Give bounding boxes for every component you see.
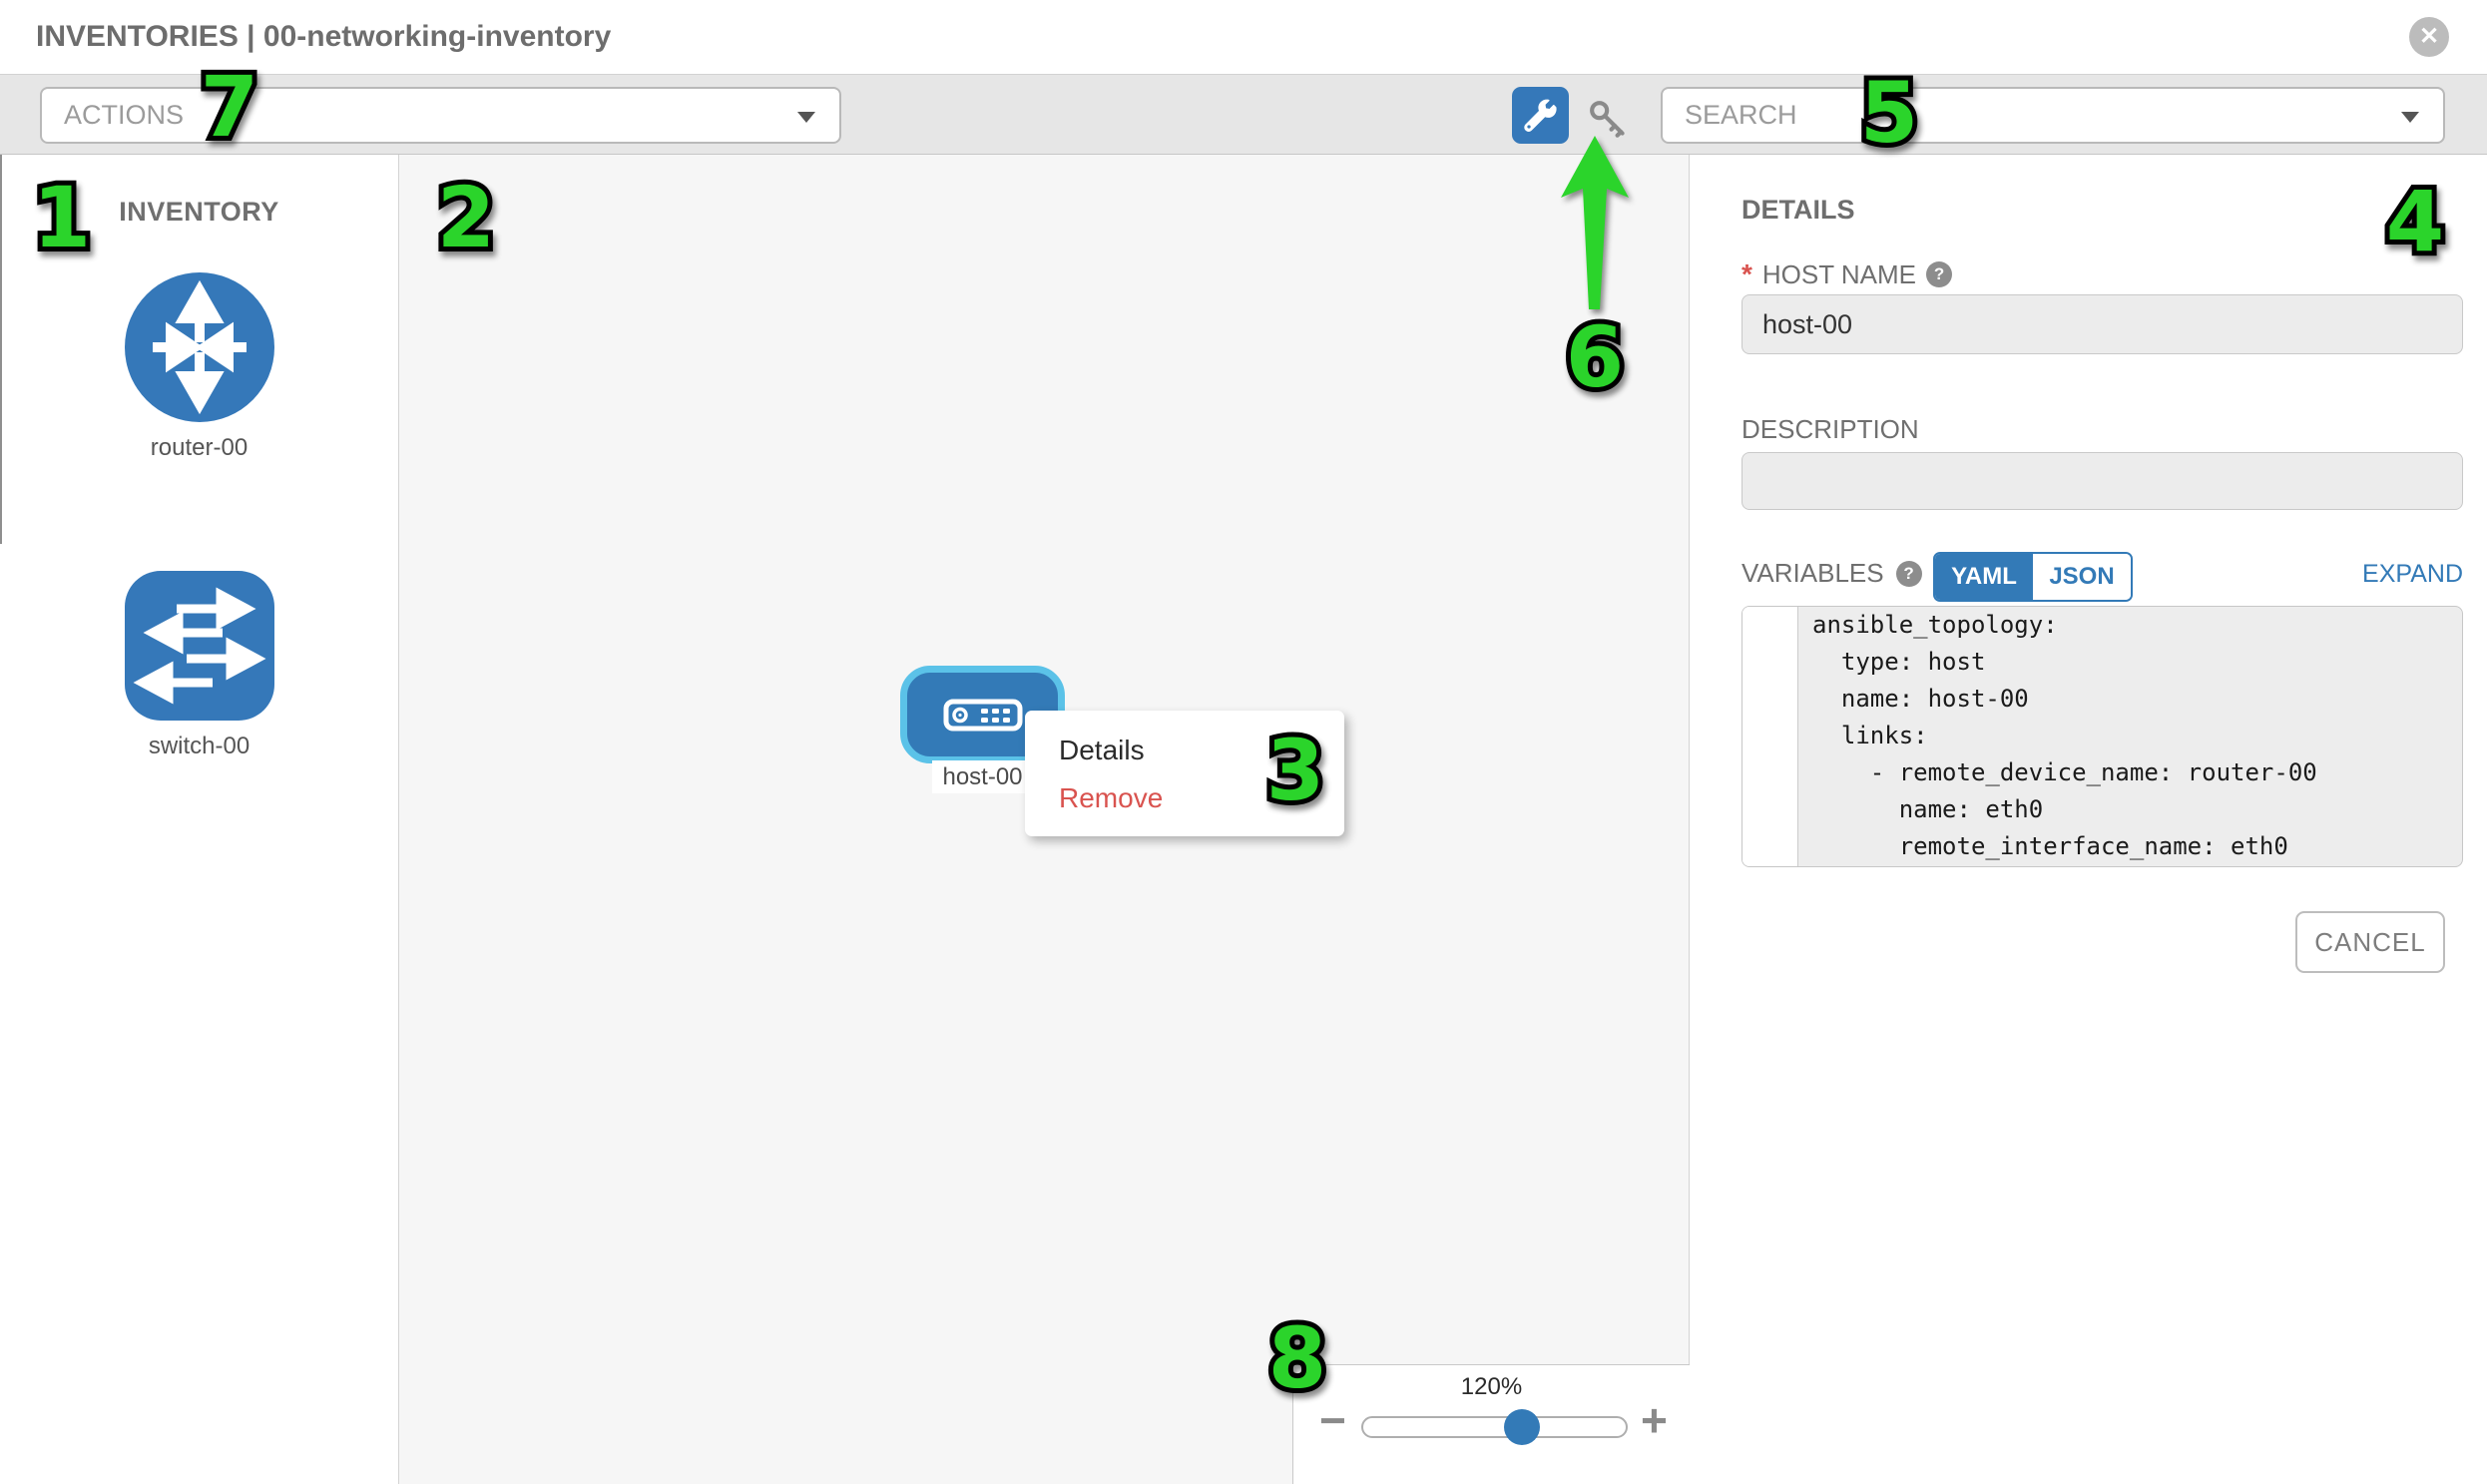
search-dropdown[interactable]: SEARCH xyxy=(1661,87,2445,144)
router-icon xyxy=(125,279,274,426)
help-icon[interactable]: ? xyxy=(1926,261,1953,287)
search-dropdown-label: SEARCH xyxy=(1685,100,1797,130)
host-name-input[interactable] xyxy=(1741,294,2463,354)
toolbar: ACTIONS SEARCH xyxy=(0,74,2487,155)
description-input[interactable] xyxy=(1741,452,2463,510)
sidebar-item-label: router-00 xyxy=(150,434,249,461)
chevron-down-icon xyxy=(2401,112,2419,123)
code-line: 1 ansible_topology: xyxy=(1742,607,2462,644)
description-label: DESCRIPTION xyxy=(1741,414,1919,444)
variables-label-wrap: VARIABLES ? xyxy=(1741,558,1922,589)
variables-format-toggle: YAML JSON xyxy=(1933,552,2133,602)
zoom-out-button[interactable]: − xyxy=(1319,1394,1346,1446)
code-line: 7 remote_interface_name: eth0 xyxy=(1742,828,2462,865)
zoom-slider-track[interactable] xyxy=(1361,1416,1628,1438)
description-label-row: DESCRIPTION xyxy=(1741,414,1919,445)
required-asterisk: * xyxy=(1741,258,1752,289)
host-node-label: host-00 xyxy=(900,760,1065,793)
zoom-percent-label: 120% xyxy=(1460,1373,1523,1400)
actions-dropdown[interactable]: ACTIONS xyxy=(40,87,841,144)
sidebar-item-label: switch-00 xyxy=(148,733,250,759)
code-line: 4 links: xyxy=(1742,718,2462,754)
host-name-label-row: * HOST NAME ? xyxy=(1741,258,1953,290)
configure-tools-button[interactable] xyxy=(1512,87,1569,144)
variables-row: VARIABLES ? YAML JSON EXPAND xyxy=(1741,552,2463,602)
switch-icon xyxy=(125,587,274,725)
host-node[interactable] xyxy=(900,666,1065,763)
variables-label: VARIABLES xyxy=(1741,558,1884,588)
code-line: 2 type: host xyxy=(1742,644,2462,681)
key-icon xyxy=(1583,101,1633,148)
details-panel: DETAILS * HOST NAME ? DESCRIPTION VARIAB… xyxy=(1690,155,2487,1484)
close-icon[interactable]: ✕ xyxy=(2409,17,2449,57)
code-gutter xyxy=(1742,607,1798,866)
code-line: 6 name: eth0 xyxy=(1742,791,2462,828)
details-heading: DETAILS xyxy=(1741,195,1855,225)
sidebar-heading: INVENTORY xyxy=(119,197,279,227)
host-name-label: HOST NAME xyxy=(1761,258,1917,289)
chevron-down-icon xyxy=(797,112,815,123)
code-line: 5 - remote_device_name: router-00 xyxy=(1742,754,2462,791)
sidebar-item-switch-00[interactable] xyxy=(125,571,274,721)
header: INVENTORIES | 00-networking-inventory ✕ xyxy=(0,0,2487,74)
sidebar-edge-divider xyxy=(0,155,2,544)
expand-link[interactable]: EXPAND xyxy=(2362,560,2463,588)
tab-yaml[interactable]: YAML xyxy=(1935,554,2033,600)
help-icon[interactable]: ? xyxy=(1895,560,1922,587)
zoom-in-button[interactable]: + xyxy=(1641,1394,1668,1446)
context-menu-item-remove[interactable]: Remove xyxy=(1059,782,1164,813)
topology-canvas[interactable]: host-00 Details Remove 120% − + xyxy=(399,155,1690,1484)
key-credentials-button[interactable] xyxy=(1583,94,1633,144)
cancel-button[interactable]: CANCEL xyxy=(2295,911,2445,973)
zoom-slider-handle[interactable] xyxy=(1504,1409,1540,1445)
tab-json[interactable]: JSON xyxy=(2033,554,2131,600)
inventory-sidebar: INVENTORY router-00 xyxy=(0,155,399,1484)
variables-code-editor[interactable]: 1 ansible_topology: 2 type: host 3 name:… xyxy=(1741,606,2463,867)
context-menu: Details Remove xyxy=(1025,711,1344,836)
context-menu-item-details[interactable]: Details xyxy=(1059,735,1145,765)
page-title: INVENTORIES | 00-networking-inventory xyxy=(36,20,612,53)
actions-dropdown-label: ACTIONS xyxy=(64,100,185,130)
sidebar-item-router-00[interactable] xyxy=(125,272,274,422)
zoom-control-panel: 120% − + xyxy=(1292,1364,1690,1484)
code-line: 3 name: host-00 xyxy=(1742,681,2462,718)
